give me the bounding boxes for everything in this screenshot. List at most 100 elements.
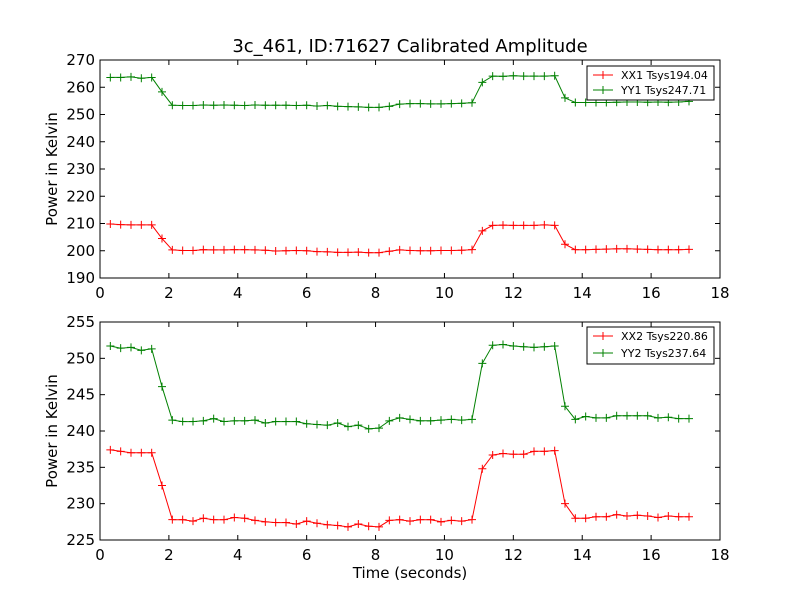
data-point-marker [137,220,146,229]
x-tick-label: 16 [642,284,661,302]
x-tick-label: 2 [164,284,174,302]
legend-marker [599,332,607,340]
data-point-marker [457,99,466,108]
y-tick-label: 210 [66,215,95,233]
x-tick-label: 8 [371,284,381,302]
y-tick-label: 240 [66,422,95,440]
data-point-marker [674,512,683,521]
y-tick-label: 235 [66,458,95,476]
data-point-marker [468,245,476,254]
data-point-marker [230,513,239,522]
data-point-marker [406,246,414,255]
data-point-marker [282,101,290,110]
plot-frame [99,59,721,279]
data-point-marker [137,346,146,355]
data-point-marker [437,416,445,425]
data-point-marker [623,411,631,420]
data-point-marker [168,245,177,254]
data-point-marker [261,517,270,526]
data-point-marker [571,98,580,107]
data-point-marker [437,246,445,255]
data-point-marker [488,221,497,230]
data-point-marker [561,402,569,411]
data-point-marker [571,415,580,424]
data-point-marker [209,245,218,254]
y-tick-label: 240 [66,133,95,151]
data-point-marker [612,244,621,253]
x-tick-label: 6 [302,284,312,302]
data-point-marker [240,416,249,425]
x-tick-label: 0 [95,284,105,302]
legend-label: XX1 Tsys194.04 [621,69,708,82]
legend-marker [599,349,607,357]
data-point-marker [468,415,476,424]
data-point-marker [364,522,373,531]
x-tick-label: 2 [164,546,174,564]
data-point-marker [643,512,652,521]
data-point-marker [344,422,352,431]
data-point-marker [406,99,414,108]
data-point-marker [209,515,218,524]
data-point-marker [220,515,228,524]
data-point-marker [168,101,177,110]
data-point-marker [426,246,435,255]
data-point-marker [540,220,549,229]
data-point-marker [375,248,383,257]
data-point-marker [106,220,115,229]
data-point-marker [571,514,580,523]
data-point-marker [127,220,135,229]
data-point-marker [302,419,311,428]
y-tick-label: 270 [66,51,95,69]
data-point-marker [220,245,228,254]
data-point-marker [230,245,239,254]
data-point-marker [519,72,528,81]
y-axis-label: Power in Kelvin [43,112,61,226]
data-point-marker [261,419,270,428]
x-axis-label: Time (seconds) [352,564,468,582]
data-point-marker [127,72,135,81]
data-point-marker [674,414,683,423]
data-point-marker [478,78,487,87]
data-point-marker [416,246,425,255]
data-point-marker [509,341,518,350]
data-point-marker [385,416,394,425]
data-point-marker [168,416,177,425]
data-point-marker [199,514,208,523]
data-point-marker [323,101,332,110]
data-point-marker [499,72,507,81]
data-point-marker [313,102,321,111]
legend-label: XX2 Tsys220.86 [621,330,708,343]
data-point-marker [313,420,321,429]
data-point-marker [178,515,187,524]
data-point-marker [220,417,228,426]
data-point-marker [127,343,135,352]
data-point-marker [654,513,662,522]
data-point-marker [158,234,166,243]
y-tick-label: 245 [66,386,95,404]
data-point-marker [158,481,166,490]
data-point-marker [602,245,611,254]
data-point-marker [519,342,528,351]
data-point-marker [602,512,611,521]
data-point-marker [540,447,549,456]
data-point-marker [633,411,642,420]
x-tick-label: 0 [95,546,105,564]
data-point-marker [612,510,621,519]
data-point-marker [147,344,156,353]
data-point-marker [292,101,301,110]
data-point-marker [426,99,435,108]
data-point-marker [147,73,156,82]
data-point-marker [457,416,466,425]
data-point-marker [333,102,342,111]
data-point-marker [612,411,621,420]
data-point-marker [633,511,642,520]
x-tick-label: 18 [710,284,729,302]
y-tick-label: 225 [66,531,95,549]
data-point-marker [530,447,538,456]
data-point-marker [561,240,569,249]
data-point-marker [550,71,559,80]
data-point-marker [271,101,280,110]
y-tick-label: 230 [66,495,95,513]
y-tick-label: 220 [66,187,95,205]
data-point-marker [581,514,590,523]
